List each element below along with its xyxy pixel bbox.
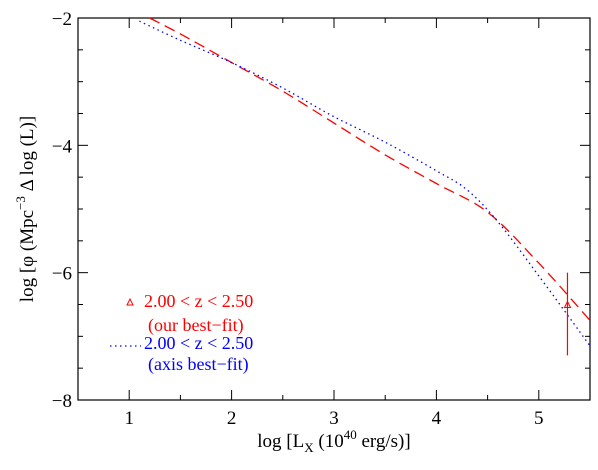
legend-entry-red-line2: (our best−fit) xyxy=(148,315,244,336)
x-tick-label: 3 xyxy=(329,408,339,429)
x-tick-label: 1 xyxy=(124,408,134,429)
y-tick-label: −8 xyxy=(52,391,72,412)
legend-entry-blue-line1: 2.00 < z < 2.50 xyxy=(144,333,253,353)
y-axis-label: log [φ (Mpc−3 Δ log (L)] xyxy=(13,116,38,302)
ticks: 1 2 3 4 5 −8 −6 −4 −2 xyxy=(52,9,591,429)
series-layer xyxy=(139,17,591,347)
legend-entry-blue-line2: (axis best−fit) xyxy=(148,354,249,375)
y-tick-label: −2 xyxy=(52,9,72,30)
legend: 2.00 < z < 2.50 (our best−fit) 2.00 < z … xyxy=(110,291,253,375)
x-axis-label: log [LX (1040 erg/s)] xyxy=(257,427,410,455)
legend-marker-triangle xyxy=(126,297,134,306)
series-line-red-dashed xyxy=(149,17,591,321)
errorbar-layer xyxy=(563,272,572,356)
legend-entry-red-line1: 2.00 < z < 2.50 xyxy=(144,291,253,311)
y-tick-label: −6 xyxy=(52,264,72,285)
x-tick-label: 5 xyxy=(534,408,544,429)
y-tick-label: −4 xyxy=(52,136,73,157)
x-tick-label: 2 xyxy=(227,408,237,429)
x-tick-label: 4 xyxy=(432,408,442,429)
error-bar-marker xyxy=(563,300,572,308)
